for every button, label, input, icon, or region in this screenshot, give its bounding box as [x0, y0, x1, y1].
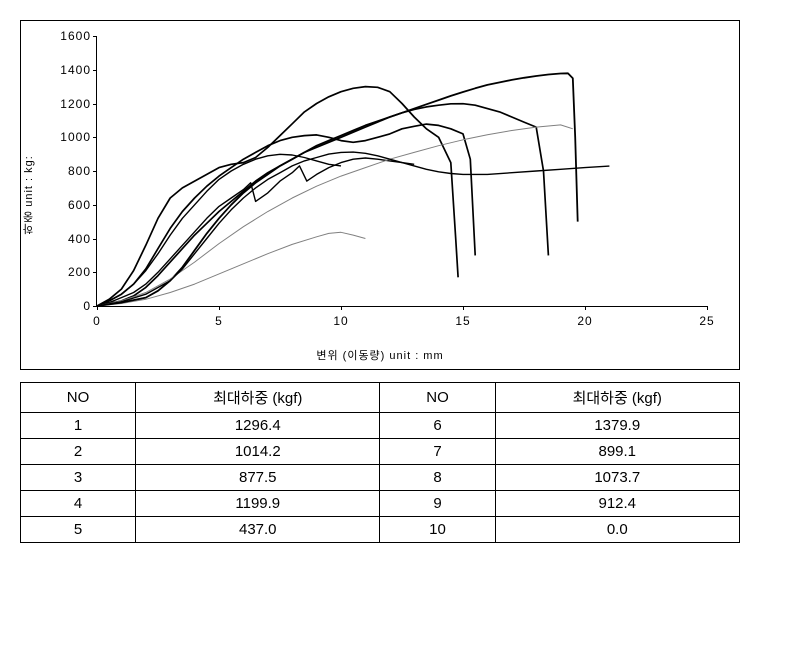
- y-tick-mark: [93, 36, 97, 37]
- y-tick-label: 400: [47, 232, 91, 246]
- table-cell: 9: [380, 491, 495, 517]
- series-line-1: [97, 87, 458, 306]
- y-tick-label: 1400: [47, 63, 91, 77]
- y-tick-label: 800: [47, 164, 91, 178]
- table-cell: 1: [21, 413, 136, 439]
- table-row: 21014.27899.1: [21, 439, 740, 465]
- plot-area: 020040060080010001200140016000510152025: [96, 36, 707, 307]
- y-tick-label: 200: [47, 265, 91, 279]
- table-cell: 2: [21, 439, 136, 465]
- table-cell: 0.0: [495, 517, 739, 543]
- y-tick-mark: [93, 171, 97, 172]
- x-tick-mark: [341, 306, 342, 310]
- table-cell: 912.4: [495, 491, 739, 517]
- table-header-cell: 최대하중 (kgf): [136, 383, 380, 413]
- table-row: 3877.581073.7: [21, 465, 740, 491]
- x-tick-label: 15: [455, 314, 470, 328]
- y-tick-mark: [93, 70, 97, 71]
- table-cell: 1199.9: [136, 491, 380, 517]
- table-cell: 899.1: [495, 439, 739, 465]
- y-tick-mark: [93, 272, 97, 273]
- table-cell: 437.0: [136, 517, 380, 543]
- y-tick-mark: [93, 205, 97, 206]
- chart-lines: [97, 36, 707, 306]
- y-tick-label: 1200: [47, 97, 91, 111]
- table-cell: 3: [21, 465, 136, 491]
- y-tick-label: 600: [47, 198, 91, 212]
- x-tick-label: 10: [333, 314, 348, 328]
- series-line-8: [97, 125, 573, 306]
- x-tick-label: 20: [577, 314, 592, 328]
- table-cell: 1014.2: [136, 439, 380, 465]
- y-tick-label: 1600: [47, 29, 91, 43]
- chart-frame: 하중 unit : kg: 02004006008001000120014001…: [20, 20, 740, 370]
- x-tick-mark: [97, 306, 98, 310]
- table-row: 11296.461379.9: [21, 413, 740, 439]
- table-header-cell: NO: [21, 383, 136, 413]
- table-cell: 1379.9: [495, 413, 739, 439]
- y-tick-label: 0: [47, 299, 91, 313]
- x-tick-mark: [463, 306, 464, 310]
- table-cell: 5: [21, 517, 136, 543]
- table-cell: 1073.7: [495, 465, 739, 491]
- x-tick-mark: [585, 306, 586, 310]
- table-cell: 877.5: [136, 465, 380, 491]
- x-tick-label: 5: [215, 314, 223, 328]
- table-row: 5437.0100.0: [21, 517, 740, 543]
- x-tick-mark: [219, 306, 220, 310]
- table-cell: 10: [380, 517, 495, 543]
- table-cell: 7: [380, 439, 495, 465]
- table-cell: 1296.4: [136, 413, 380, 439]
- table-header-cell: NO: [380, 383, 495, 413]
- table-row: 41199.99912.4: [21, 491, 740, 517]
- data-table: NO최대하중 (kgf)NO최대하중 (kgf) 11296.461379.92…: [20, 382, 740, 543]
- y-tick-mark: [93, 239, 97, 240]
- table-body: 11296.461379.921014.27899.13877.581073.7…: [21, 413, 740, 543]
- table-cell: 8: [380, 465, 495, 491]
- y-axis-label: 하중 unit : kg:: [21, 155, 37, 235]
- table-cell: 4: [21, 491, 136, 517]
- table-cell: 6: [380, 413, 495, 439]
- table-header-cell: 최대하중 (kgf): [495, 383, 739, 413]
- x-tick-label: 25: [699, 314, 714, 328]
- table-header-row: NO최대하중 (kgf)NO최대하중 (kgf): [21, 383, 740, 413]
- y-tick-mark: [93, 137, 97, 138]
- series-line-4: [97, 104, 548, 306]
- x-tick-mark: [707, 306, 708, 310]
- x-tick-label: 0: [93, 314, 101, 328]
- y-tick-label: 1000: [47, 130, 91, 144]
- x-axis-label: 변위 (이동량) unit : mm: [316, 347, 443, 363]
- y-tick-mark: [93, 104, 97, 105]
- series-line-6: [97, 73, 578, 306]
